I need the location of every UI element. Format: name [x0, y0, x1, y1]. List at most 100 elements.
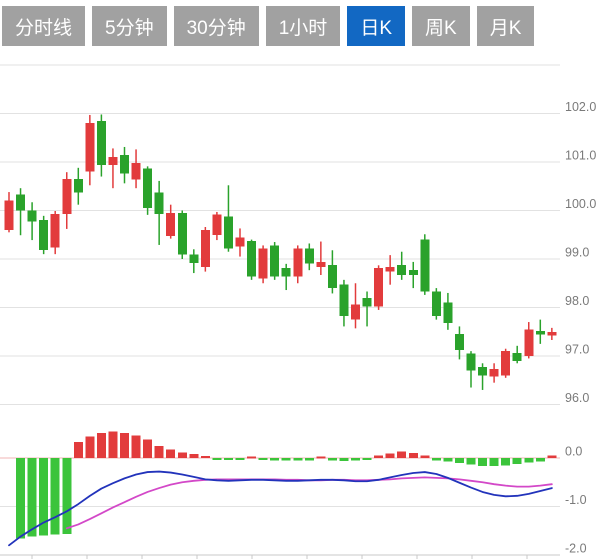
macd-histogram-bar [501, 458, 511, 466]
macd-histogram-bar [316, 456, 326, 459]
candle-body [39, 220, 49, 250]
macd-histogram-bar [304, 458, 314, 461]
macd-histogram-bar [120, 432, 129, 458]
macd-histogram-bar [339, 458, 349, 461]
candle-body [397, 264, 407, 276]
candle-body [466, 353, 476, 371]
candle-body [420, 239, 430, 292]
macd-histogram-bar [85, 436, 95, 458]
candle-body [154, 192, 164, 214]
timeframe-tabbar: 分时线 5分钟 30分钟 1小时 日K 周K 月K [2, 6, 535, 46]
macd-histogram-bar [281, 458, 291, 461]
candle-body [73, 178, 83, 193]
candle-body [431, 291, 441, 317]
macd-axis-label: -2.0 [565, 542, 587, 556]
macd-histogram-bar [50, 458, 60, 535]
macd-axis-label: -1.0 [565, 493, 587, 507]
macd-histogram-bar [489, 458, 499, 467]
macd-histogram-bar [39, 458, 49, 536]
macd-histogram-bar [385, 453, 395, 458]
price-axis-label: 96.0 [565, 391, 589, 405]
candle-body [489, 369, 499, 377]
macd-histogram-bar [270, 458, 280, 461]
candle-body [177, 212, 187, 255]
macd-histogram-bar [223, 458, 233, 460]
macd-histogram-bar [258, 458, 268, 460]
macd-histogram-bar [547, 455, 557, 458]
macd-dif-line [8, 470, 553, 547]
macd-histogram-bar [143, 439, 153, 458]
candle-body [293, 248, 303, 277]
macd-indicator-layer [0, 431, 560, 559]
axis-labels-layer: 102.0 101.0 100.0 99.0 98.0 97.0 96.0 0.0 -1.0 -2… [565, 100, 596, 556]
macd-histogram-bar [454, 458, 464, 463]
price-axis-label: 102.0 [565, 100, 596, 114]
grid-layer [0, 64, 560, 405]
macd-histogram-bar [73, 441, 83, 458]
macd-dea-line [65, 476, 553, 530]
tab-timeframe-3[interactable]: 1小时 [265, 6, 341, 46]
candlestick-layer [4, 114, 557, 390]
macd-histogram-bar [200, 456, 210, 459]
candle-body [131, 162, 141, 180]
macd-axis-label: 0.0 [565, 445, 582, 459]
candle-body [212, 214, 222, 235]
tab-timeframe-0[interactable]: 分时线 [2, 6, 86, 46]
price-axis-label: 97.0 [565, 343, 589, 357]
macd-histogram-bar [247, 456, 257, 459]
macd-histogram-bar [177, 452, 187, 458]
macd-histogram-bar [535, 458, 545, 462]
price-axis-label: 100.0 [565, 197, 596, 211]
candle-body [316, 261, 326, 267]
candle-body [85, 123, 95, 172]
tab-timeframe-6[interactable]: 月K [476, 6, 535, 46]
candle-body [408, 270, 418, 276]
macd-histogram-bar [108, 431, 118, 458]
price-axis-label: 99.0 [565, 246, 589, 260]
price-axis-label: 101.0 [565, 149, 596, 163]
candle-body [501, 351, 511, 376]
candle-body [362, 297, 372, 307]
candle-body [166, 212, 176, 237]
candle-body [4, 200, 14, 230]
candle-body [62, 178, 72, 214]
macd-histogram-bar [16, 458, 26, 539]
price-axis-label: 98.0 [565, 294, 589, 308]
candle-body [385, 266, 395, 272]
candle-body [247, 241, 257, 277]
candle-body [16, 194, 26, 211]
candle-body [108, 157, 118, 165]
candle-body [443, 302, 453, 324]
macd-histogram-bar [478, 458, 488, 466]
candle-body [535, 330, 545, 335]
macd-histogram-bar [131, 435, 141, 458]
macd-histogram-bar [408, 453, 418, 458]
candle-body [143, 168, 153, 209]
macd-histogram-bar [362, 458, 372, 460]
macd-histogram-bar [512, 458, 522, 464]
macd-histogram-bar [431, 458, 441, 461]
macd-histogram-bar [62, 458, 72, 535]
macd-histogram-bar [327, 458, 337, 461]
tab-daily-k[interactable]: 日K [347, 6, 405, 46]
candle-body [189, 254, 199, 263]
candle-body [258, 248, 268, 279]
tab-timeframe-5[interactable]: 周K [412, 6, 470, 46]
macd-histogram-bar [397, 451, 407, 458]
candle-body [512, 353, 522, 361]
macd-histogram-bar [466, 458, 476, 465]
candle-body [339, 284, 349, 317]
macd-histogram-bar [374, 455, 384, 458]
macd-histogram-bar [524, 458, 534, 463]
tab-timeframe-2[interactable]: 30分钟 [173, 6, 259, 46]
tab-timeframe-1[interactable]: 5分钟 [92, 6, 167, 46]
candle-body [304, 248, 314, 264]
candle-body [478, 367, 488, 376]
macd-histogram-bar [212, 458, 222, 460]
candle-body [27, 210, 37, 222]
macd-histogram-bar [166, 449, 176, 458]
candle-body [50, 213, 60, 248]
macd-histogram-bar [27, 458, 37, 537]
candle-body [223, 216, 233, 249]
